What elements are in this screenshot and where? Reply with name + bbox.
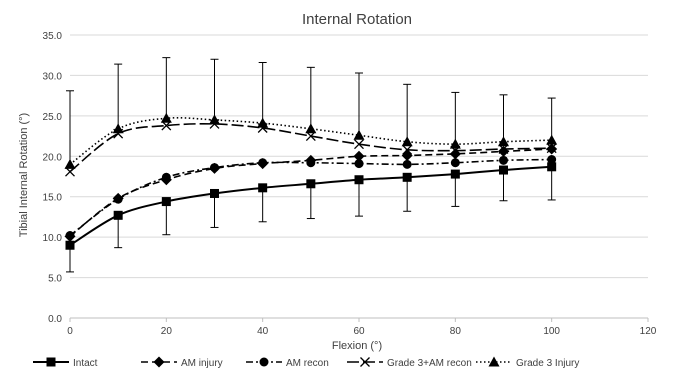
data-point — [112, 123, 124, 134]
data-point — [354, 175, 364, 185]
legend-label: Grade 3 Injury — [516, 358, 579, 369]
legend-label: AM recon — [286, 358, 329, 369]
data-point — [65, 240, 75, 250]
data-point — [306, 158, 316, 168]
chart-title: Internal Rotation — [302, 11, 412, 28]
data-point — [498, 145, 509, 157]
plot-area — [64, 57, 558, 273]
legend-marker — [360, 357, 370, 367]
legend-marker — [46, 357, 56, 367]
data-point — [209, 114, 220, 125]
data-point — [353, 129, 365, 140]
data-point — [258, 158, 268, 168]
y-tick-label: 35.0 — [43, 31, 63, 42]
x-axis-label: Flexion (°) — [332, 340, 382, 352]
data-point — [499, 165, 508, 175]
data-point — [305, 123, 317, 134]
data-point — [499, 155, 508, 165]
data-point — [498, 136, 509, 147]
legend-label: Grade 3+AM recon — [387, 358, 472, 369]
data-point — [449, 138, 461, 149]
x-tick-label: 80 — [450, 326, 462, 337]
data-point — [64, 158, 76, 169]
data-point — [401, 136, 413, 147]
data-point — [113, 210, 123, 220]
data-point — [401, 149, 413, 161]
tick-labels: 0.0 5.0 10.0 15.0 20.0 25.0 30.0 35.0 0 20 40 60 80 1… — [43, 31, 657, 337]
x-tick-label: 100 — [543, 326, 560, 337]
x-tick-label: 40 — [257, 326, 269, 337]
x-tick-label: 120 — [640, 326, 657, 337]
data-point — [257, 117, 269, 128]
legend-marker — [153, 356, 165, 368]
axes — [69, 317, 649, 322]
y-tick-label: 15.0 — [43, 193, 63, 204]
data-point — [402, 159, 412, 169]
data-point — [450, 158, 460, 168]
legend-label: Intact — [73, 358, 98, 369]
y-axis-label: Tibial Internal Rotation (°) — [18, 113, 30, 237]
x-tick-label: 20 — [161, 326, 173, 337]
data-point — [161, 197, 171, 207]
y-tick-label: 5.0 — [48, 274, 62, 285]
y-tick-label: 25.0 — [43, 112, 63, 123]
data-point — [354, 139, 364, 150]
data-point — [258, 183, 268, 193]
data-point — [353, 150, 365, 162]
data-point — [402, 144, 413, 155]
data-point — [546, 134, 558, 145]
legend-marker — [488, 356, 500, 367]
x-tick-label: 0 — [67, 326, 73, 337]
legend-label: AM injury — [181, 358, 223, 369]
data-point — [547, 155, 557, 165]
legend-marker — [259, 357, 269, 367]
y-tick-label: 20.0 — [43, 152, 63, 163]
data-point — [402, 172, 412, 182]
legend: Intact AM injury AM recon Grade 3+AM recon G… — [33, 356, 579, 369]
data-point — [354, 159, 364, 169]
y-tick-label: 0.0 — [48, 314, 62, 325]
data-point — [306, 179, 316, 189]
data-point — [113, 194, 123, 204]
data-point — [160, 112, 172, 123]
x-tick-label: 60 — [353, 326, 365, 337]
data-point — [210, 163, 219, 173]
data-point — [450, 169, 460, 179]
data-point — [161, 172, 171, 182]
data-point — [547, 162, 557, 172]
data-point — [546, 143, 557, 154]
data-point — [210, 188, 219, 198]
y-tick-label: 30.0 — [43, 71, 63, 82]
data-point — [65, 231, 75, 241]
y-tick-label: 10.0 — [43, 233, 63, 244]
